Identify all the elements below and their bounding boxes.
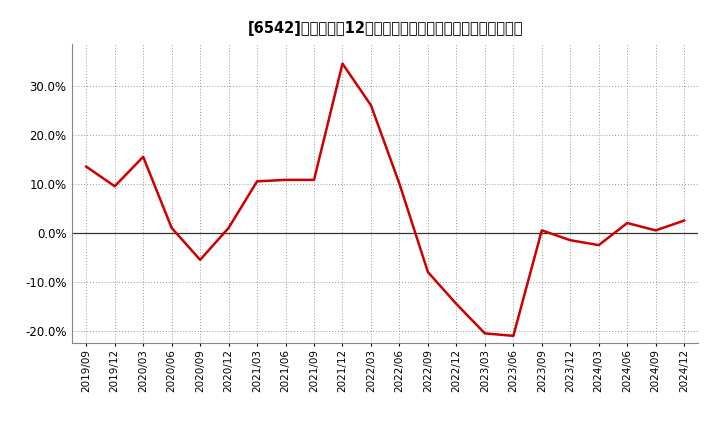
Title: [6542]　売上高の12か月移動合計の対前年同期増減率の推移: [6542] 売上高の12か月移動合計の対前年同期増減率の推移 (248, 21, 523, 36)
